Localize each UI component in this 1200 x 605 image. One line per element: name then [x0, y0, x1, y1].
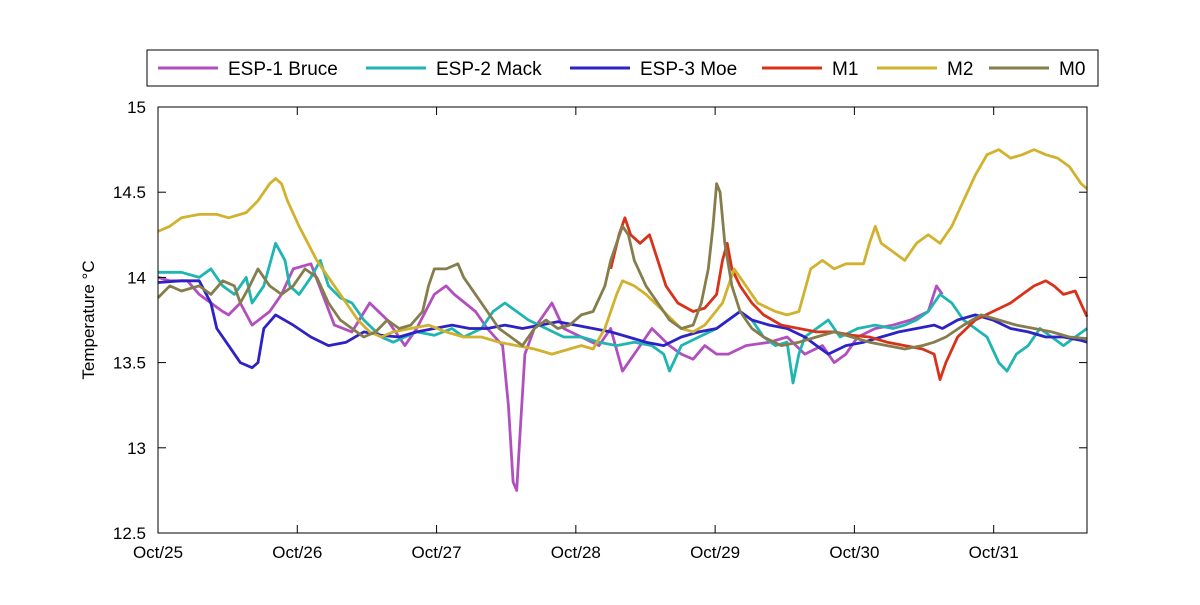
- series-line-m2: [157, 148, 1088, 356]
- series-layer: [157, 148, 1089, 492]
- series-line-esp-1-bruce: [157, 262, 944, 492]
- legend-label: M2: [947, 59, 973, 80]
- plot-area-frame: [157, 106, 1088, 534]
- y-tick-label: 14.5: [113, 183, 146, 202]
- x-tick-label: Oct/27: [412, 543, 462, 562]
- y-tick-label: 14: [127, 268, 146, 287]
- legend-label: ESP-2 Mack: [436, 59, 542, 80]
- y-tick-label: 13: [127, 439, 146, 458]
- x-tick-label: Oct/31: [969, 543, 1019, 562]
- series-line-esp-2-mack: [158, 241, 1088, 385]
- y-axis-label: Temperature °C: [79, 260, 98, 379]
- series-line-m0: [157, 182, 1088, 351]
- series-line-m1: [609, 216, 1089, 381]
- axes: Oct/25 Oct/26 Oct/27 Oct/28 Oct/29 Oct/30 Oct/…: [113, 98, 1087, 562]
- x-tick-label: Oct/25: [133, 543, 183, 562]
- y-tick-label: 13.5: [113, 354, 146, 373]
- legend-label: ESP-1 Bruce: [228, 59, 338, 80]
- x-tick-label: Oct/28: [551, 543, 601, 562]
- x-tick-label: Oct/30: [829, 543, 879, 562]
- series-line-esp-3-moe: [157, 279, 1088, 370]
- y-tick-label: 12.5: [113, 524, 146, 543]
- legend-label: ESP-3 Moe: [640, 59, 737, 80]
- legend-label: M1: [832, 59, 858, 80]
- y-tick-label: 15: [127, 98, 146, 117]
- legend-label: M0: [1059, 59, 1085, 80]
- x-tick-label: Oct/29: [690, 543, 740, 562]
- x-tick-label: Oct/26: [272, 543, 322, 562]
- legend: ESP-1 Bruce ESP-2 Mack ESP-3 Moe M1 M2 M0: [146, 49, 1099, 87]
